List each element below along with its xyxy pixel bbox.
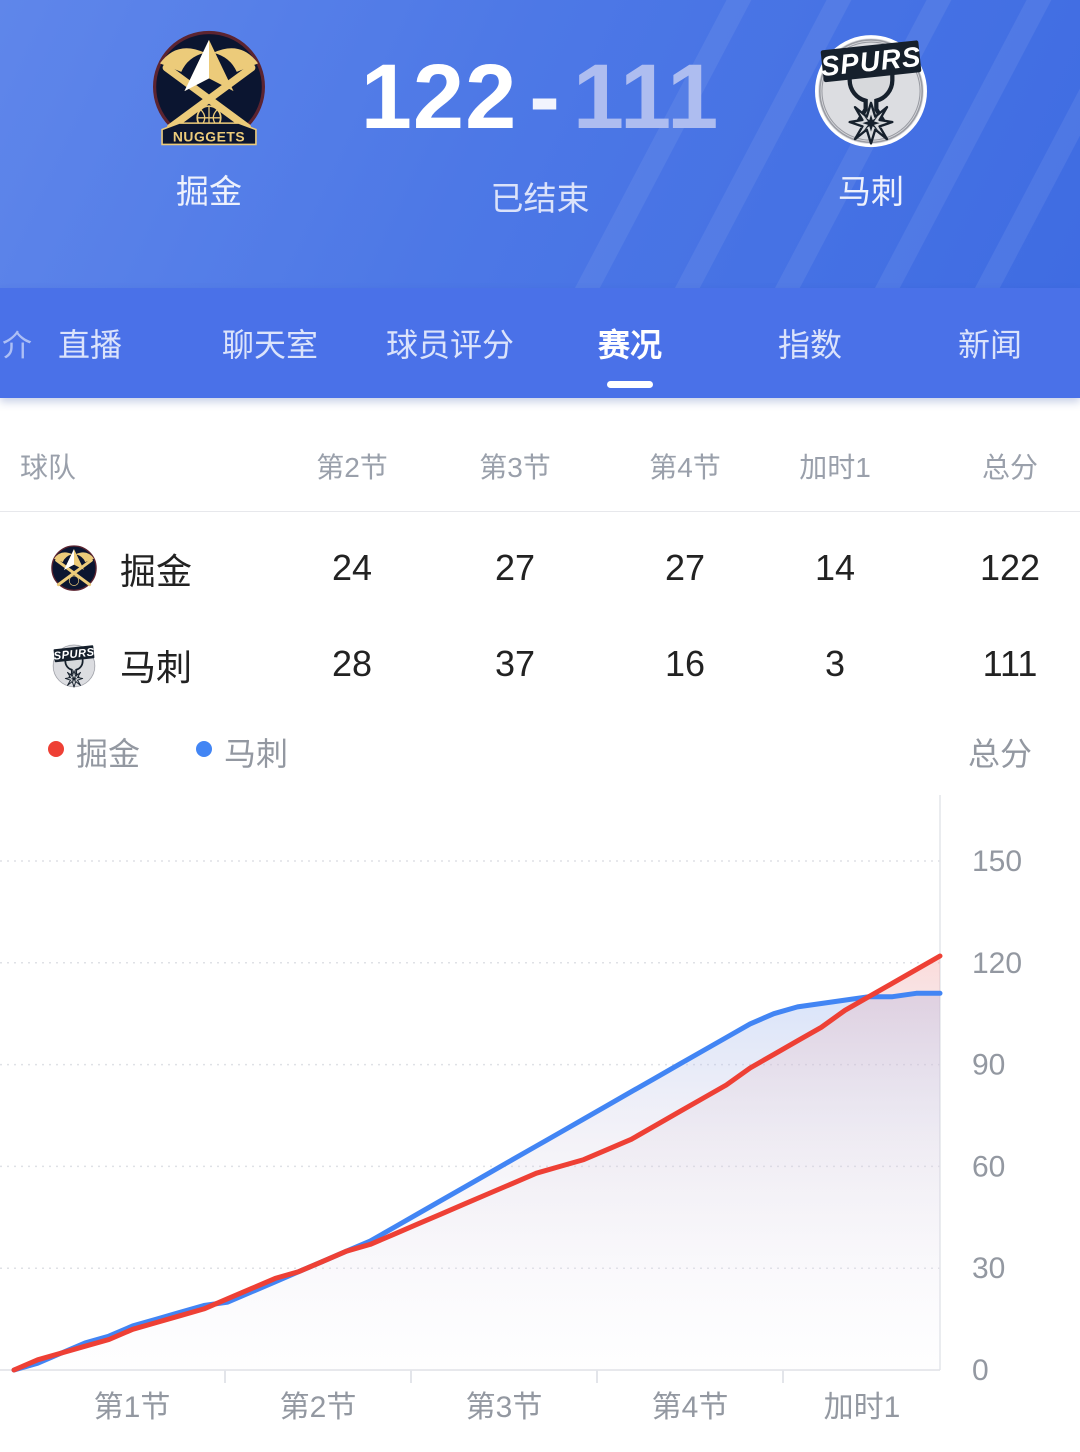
svg-text:60: 60	[972, 1150, 1005, 1183]
svg-text:第2节: 第2节	[280, 1391, 357, 1424]
svg-text:加时1: 加时1	[824, 1391, 901, 1424]
svg-text:第3节: 第3节	[466, 1391, 543, 1424]
svg-text:30: 30	[972, 1252, 1005, 1285]
svg-text:第4节: 第4节	[652, 1391, 729, 1424]
svg-text:120: 120	[972, 947, 1022, 980]
svg-text:0: 0	[972, 1354, 989, 1387]
svg-text:150: 150	[972, 845, 1022, 878]
svg-text:90: 90	[972, 1049, 1005, 1082]
svg-text:NUGGETS: NUGGETS	[173, 128, 245, 144]
svg-text:第1节: 第1节	[94, 1391, 171, 1424]
